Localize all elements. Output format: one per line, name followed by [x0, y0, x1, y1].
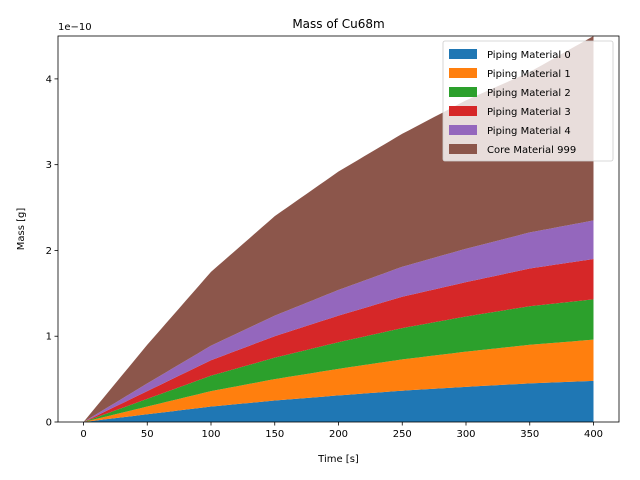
x-tick-label: 200: [329, 429, 348, 440]
y-tick-label: 1: [46, 332, 52, 343]
area-series-2: [83, 299, 594, 422]
legend-swatch-5: [449, 144, 477, 154]
legend-label-0: Piping Material 0: [487, 50, 571, 61]
y-tick-label: 0: [46, 418, 52, 429]
legend-swatch-3: [449, 106, 477, 116]
legend-label-5: Core Material 999: [487, 145, 576, 156]
legend-swatch-2: [449, 87, 477, 97]
y-tick-label: 4: [46, 74, 52, 85]
x-tick-label: 100: [201, 429, 220, 440]
x-tick-label: 50: [141, 429, 154, 440]
legend-label-4: Piping Material 4: [487, 126, 571, 137]
y-axis: 0 1 2 3 4: [46, 74, 58, 429]
x-tick-label: 300: [456, 429, 475, 440]
legend-label-1: Piping Material 1: [487, 69, 571, 80]
x-tick-label: 250: [393, 429, 412, 440]
area-series-3: [83, 259, 594, 422]
y-tick-label: 2: [46, 246, 52, 257]
x-tick-label: 150: [265, 429, 284, 440]
x-axis: 0 50 100 150 200 250 300 350 400: [80, 422, 603, 440]
area-series-1: [83, 339, 594, 422]
chart-title: Mass of Cu68m: [292, 17, 384, 31]
y-tick-label: 3: [46, 160, 52, 171]
legend-box: [442, 40, 614, 162]
x-tick-label: 0: [80, 429, 86, 440]
area-series-0: [83, 380, 594, 422]
y-offset-text: 1e−10: [58, 22, 92, 33]
legend-swatch-0: [449, 49, 477, 59]
legend-swatch-1: [449, 68, 477, 78]
x-tick-label: 350: [520, 429, 539, 440]
legend-label-3: Piping Material 3: [487, 107, 571, 118]
legend: Piping Material 0 Piping Material 1 Piping…: [442, 40, 614, 162]
area-series-4: [83, 220, 594, 422]
legend-label-2: Piping Material 2: [487, 88, 571, 99]
legend-swatch-4: [449, 125, 477, 135]
y-axis-label: Mass [g]: [16, 208, 27, 251]
x-axis-label: Time [s]: [317, 454, 359, 465]
x-tick-label: 400: [584, 429, 603, 440]
